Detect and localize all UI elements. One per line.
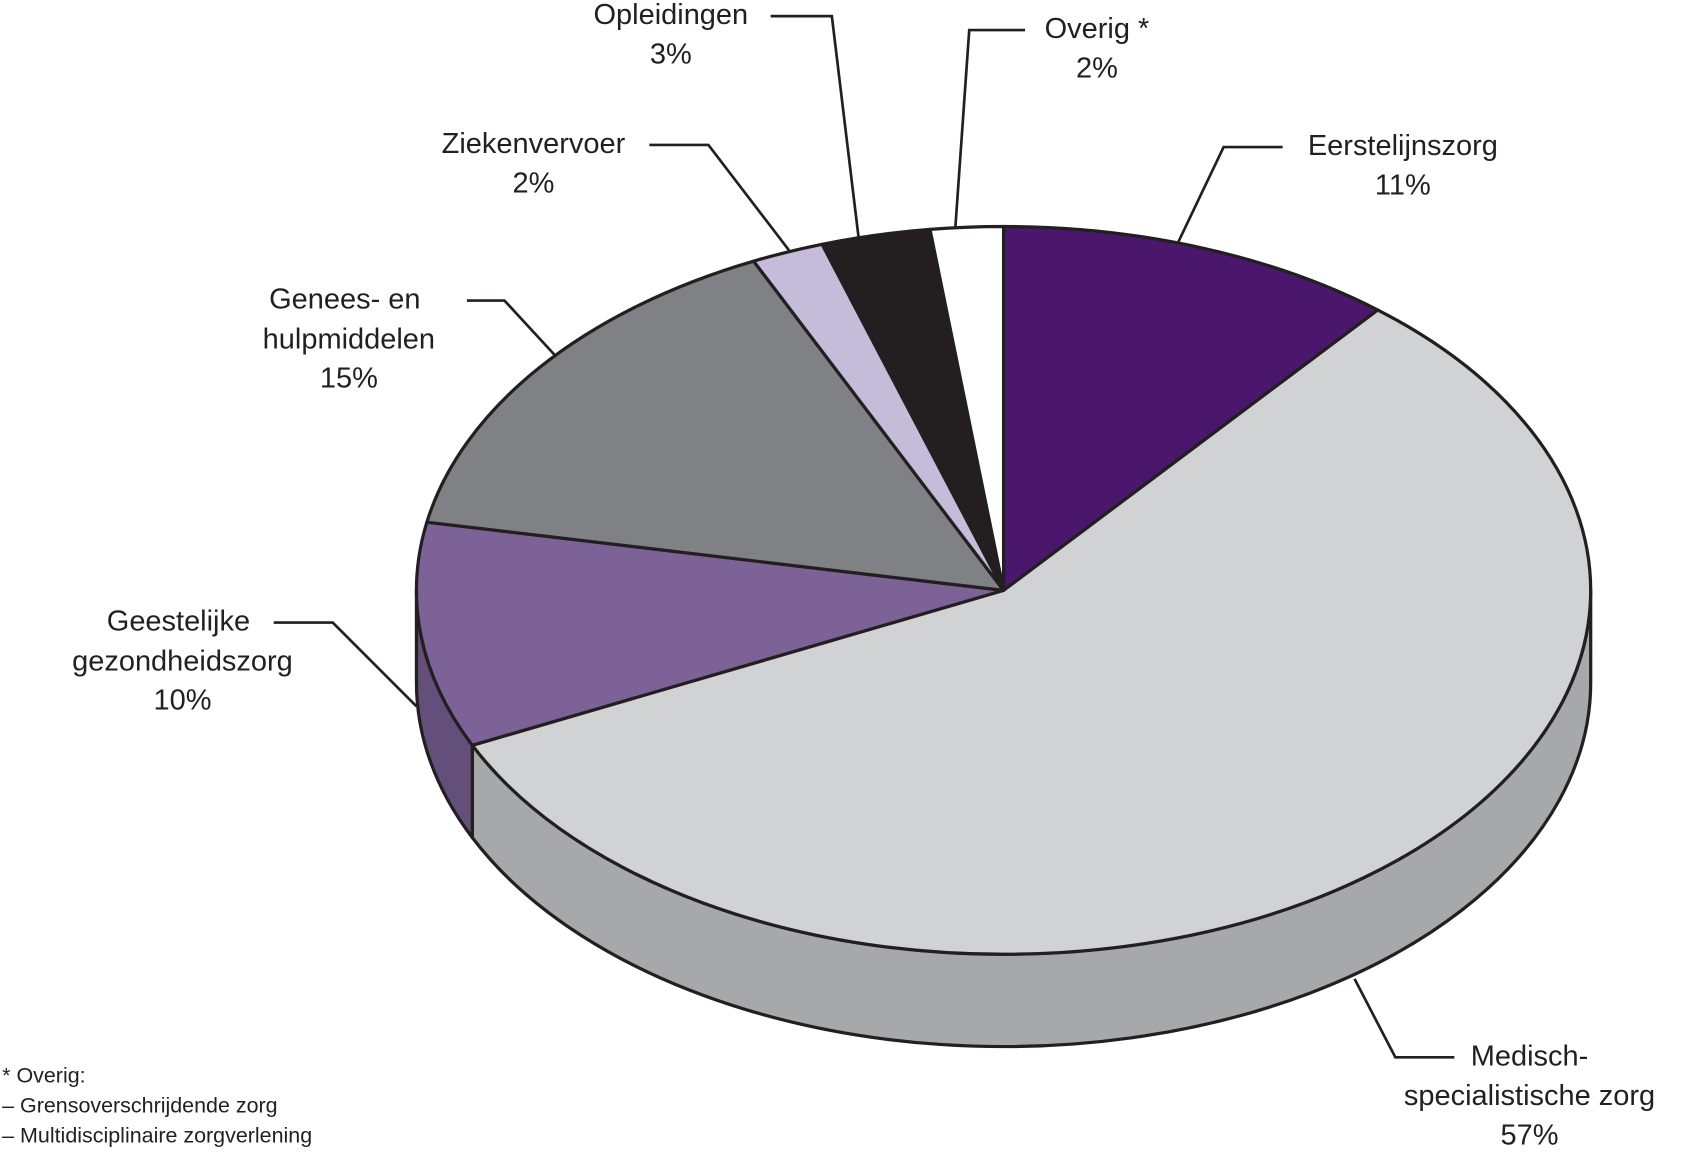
slice-label: Overig * bbox=[1045, 13, 1150, 45]
value-label: 2% bbox=[1076, 52, 1118, 84]
slice-label: Medisch-specialistische zorg bbox=[1404, 1040, 1655, 1112]
leader-line bbox=[1177, 145, 1283, 243]
slice bbox=[928, 224, 1006, 592]
slice bbox=[1001, 224, 1380, 592]
leader-line bbox=[953, 28, 1026, 229]
slice-label: Geestelijke gezondheidszorg bbox=[72, 605, 293, 677]
leader-line bbox=[649, 143, 790, 251]
footnote-item: – Grensoverschrijdende zorg bbox=[2, 1093, 277, 1117]
value-label: 15% bbox=[320, 363, 378, 395]
slice-label: Genees- en hulpmiddelen bbox=[263, 283, 435, 355]
slice-label: Eerstelijnszorg bbox=[1308, 130, 1498, 162]
pie-tops bbox=[414, 224, 1593, 956]
leader-line bbox=[466, 299, 557, 358]
value-label: 2% bbox=[513, 167, 555, 199]
value-label: 11% bbox=[1375, 169, 1431, 201]
slice bbox=[470, 308, 1593, 956]
leader-line bbox=[770, 14, 861, 239]
footnote-item: – Multidisciplinaire zorgverlening bbox=[2, 1123, 312, 1147]
slice bbox=[425, 259, 1006, 592]
leader-line bbox=[1353, 978, 1455, 1059]
value-label: 3% bbox=[650, 39, 692, 71]
value-label: 10% bbox=[153, 685, 211, 717]
slice bbox=[414, 520, 1006, 747]
value-label: 57% bbox=[1501, 1119, 1559, 1151]
leader-line bbox=[273, 621, 418, 708]
slice-label: Opleidingen bbox=[594, 0, 749, 31]
labels: Eerstelijnszorg 11% Medisch-specialistisch… bbox=[72, 0, 1655, 1151]
footnote-title: * Overig: bbox=[2, 1063, 85, 1087]
slice-label: Ziekenvervoer bbox=[442, 128, 626, 160]
